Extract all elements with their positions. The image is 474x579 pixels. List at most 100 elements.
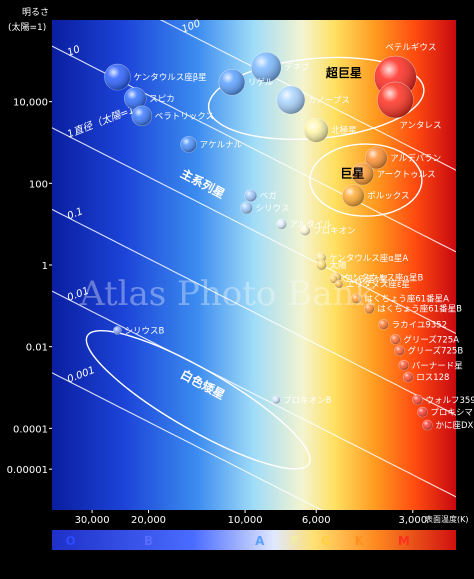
star-highlight [351,293,362,304]
y-axis-label-unit: (太陽=1) [8,21,46,33]
spectral-class-G: G [321,534,331,548]
star-highlight [351,162,374,185]
spectral-class-B: B [144,534,153,548]
star-label: ケンタウルス座α星A [329,253,408,264]
star-highlight [365,146,388,169]
star-label: エリダヌス座ε星 [346,279,410,290]
watermark: Atlas Photo Bank [79,274,375,314]
star-highlight [251,52,282,83]
radius-line-label: 0.1 [66,206,85,222]
star-label: はくちょう座61番星A [364,294,449,305]
star-highlight [378,319,389,330]
star-highlight [412,394,423,405]
star-label: シリウスB [124,326,164,336]
star-highlight [131,105,152,126]
radius-line [52,290,456,498]
star-label: プロキオンB [283,396,332,406]
star-label: かに座DX星 [435,420,474,431]
y-tick-label: 0.00001 [7,465,48,476]
radius-line [52,127,456,334]
star-label: ロス128 [416,373,449,383]
y-tick-label: 0.01 [26,343,48,354]
star-highlight [276,219,287,230]
star-label: デネブ [284,62,310,73]
spectral-class-F: F [291,534,299,548]
star-highlight [394,345,405,356]
star-highlight [304,118,329,143]
star-label: ベラトリックス [155,112,214,122]
star-label: アンタレス [399,121,441,131]
x-tick-label: 6,000 [302,515,331,526]
star-label: ラカイユ9352 [392,320,447,330]
x-tick-label: 3,000 [398,515,427,526]
star-label: カノープス [308,96,350,106]
star-label: バーナード星 [412,361,463,371]
star-highlight [113,326,122,335]
star-label: グリーズ725A [403,334,459,345]
star-label: くじら座τ星 [341,274,389,285]
star-highlight [218,69,245,96]
x-tick-label: 10,000 [228,515,263,526]
star-highlight [377,81,414,118]
star-highlight [342,184,365,207]
y-tick-label: 1 [42,261,48,272]
radius-line-label: 10 [66,44,82,59]
star-label: スピカ [149,94,175,104]
star-label: アルタイル [290,220,333,230]
radius-line [52,372,323,510]
star-highlight [124,87,147,110]
star-label: プロキシマ [430,408,473,418]
star-highlight [240,201,253,214]
y-tick-label: 10,000 [13,98,48,109]
star-label: プロキオン [313,226,356,236]
star-highlight [398,360,409,371]
star-highlight [403,372,414,383]
star-highlight [334,280,343,289]
star-highlight [244,189,257,202]
star-highlight [422,420,433,431]
radius-line [52,208,456,416]
star-label: シリウス [255,204,289,214]
star-label: ポルックス [367,192,409,202]
star-label: ケンタウルス座α星B [344,272,423,283]
spectral-bar [52,530,456,550]
spectral-class-M: M [398,534,410,548]
giant-outline [309,143,423,217]
star-highlight [364,303,375,314]
star-highlight [180,136,197,153]
star-highlight [417,407,428,418]
star-label: ベガ [260,191,278,202]
x-axis-ticks: 30,000 20,000 10,000 6,000 3,000 [75,510,427,526]
star-highlight [276,85,305,114]
star-label: アークトゥルス [377,170,436,180]
star-highlight [272,395,281,404]
star-label: はくちょう座61番星B [377,304,462,315]
spectral-class-O: O [65,534,75,548]
star-highlight [300,225,311,236]
star-highlight [104,64,131,91]
y-axis-label: 明るさ [22,7,49,18]
star-highlight [316,260,327,270]
star-markers [104,51,433,431]
x-axis-label: 表面温度(K) [425,514,469,524]
y-tick-label: 0.0001 [13,424,48,435]
star-label: ウォルフ359 [426,396,474,406]
star-label: 太陽 [329,260,347,271]
star-label: グリーズ725B [408,346,464,357]
x-tick-label: 20,000 [131,515,166,526]
star-label: ケンタウルス座β星 [133,72,206,83]
spectral-class-K: K [355,534,365,548]
star-label: リゲル [248,77,274,88]
white-dwarf-outline [85,330,311,470]
star-highlight [329,275,338,284]
region-label: 超巨星 [325,65,362,80]
star-highlight [390,334,401,345]
x-tick-label: 30,000 [75,515,110,526]
y-axis-ticks: 10,000 100 1 0.01 0.0001 0.00001 [7,98,52,476]
region-label: 巨星 [340,166,364,180]
star-label: ベテルギウス [385,43,436,53]
star-label: アケルナル [200,140,243,150]
star-label: 北極星 [331,125,357,136]
